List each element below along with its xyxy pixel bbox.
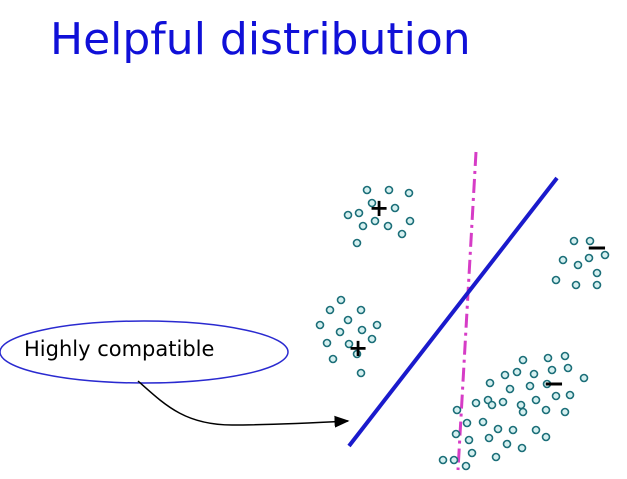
data-point (585, 236, 595, 246)
data-point (343, 315, 353, 325)
data-point (367, 198, 377, 208)
data-point (493, 424, 503, 434)
data-point (478, 417, 488, 427)
positive-marker-upper: + (369, 194, 389, 222)
data-point (358, 221, 368, 231)
cluster-upper-positive (343, 185, 415, 248)
callout-bubble (0, 320, 289, 384)
data-point (325, 305, 335, 315)
data-point (512, 367, 522, 377)
slide-title: Helpful distribution (50, 14, 471, 65)
cluster-lower-negative (438, 351, 589, 471)
data-point (560, 407, 570, 417)
data-point (344, 339, 354, 349)
data-point (543, 353, 553, 363)
data-point (485, 378, 495, 388)
data-point (372, 320, 382, 330)
data-point (531, 395, 541, 405)
data-point (547, 365, 557, 375)
data-point (343, 210, 353, 220)
data-point (367, 334, 377, 344)
data-point (558, 255, 568, 265)
data-point (390, 203, 400, 213)
data-point (462, 418, 472, 428)
data-point (525, 381, 535, 391)
negative-marker-upper: − (586, 233, 608, 263)
data-point (573, 260, 583, 270)
data-point (551, 391, 561, 401)
data-point (560, 351, 570, 361)
data-point (569, 236, 579, 246)
callout-arrow (137, 380, 350, 428)
data-point (542, 379, 552, 389)
data-point (383, 221, 393, 231)
data-point (467, 448, 477, 458)
data-point (592, 268, 602, 278)
data-point (471, 398, 481, 408)
cluster-lower-positive (315, 295, 382, 378)
data-point (315, 320, 325, 330)
data-point (592, 280, 602, 290)
data-point (438, 455, 448, 465)
data-point (335, 327, 345, 337)
data-point (500, 370, 510, 380)
data-point (571, 280, 581, 290)
data-point (484, 433, 494, 443)
data-point (531, 425, 541, 435)
data-point (397, 229, 407, 239)
data-point (461, 461, 471, 471)
data-point (600, 250, 610, 260)
data-point (404, 188, 414, 198)
data-point (356, 305, 366, 315)
data-point (322, 338, 332, 348)
cluster-upper-negative (551, 236, 610, 290)
data-point (405, 216, 415, 226)
negative-marker-lower: − (543, 369, 565, 399)
data-point (449, 455, 459, 465)
data-point (487, 400, 497, 410)
solid-separator-line (347, 176, 559, 448)
data-point (541, 405, 551, 415)
data-point (563, 363, 573, 373)
callout-label: Highly compatible (24, 337, 215, 361)
data-point (541, 432, 551, 442)
data-point (502, 439, 512, 449)
data-point (518, 355, 528, 365)
data-point (352, 349, 362, 359)
data-point (384, 185, 394, 195)
data-point (498, 397, 508, 407)
data-point (491, 452, 501, 462)
positive-marker-lower: + (348, 334, 368, 362)
data-point (584, 253, 594, 263)
data-point (328, 354, 338, 364)
data-point (518, 407, 528, 417)
data-point (451, 429, 461, 439)
data-point (370, 216, 380, 226)
data-point (508, 425, 518, 435)
data-point (356, 368, 366, 378)
data-point (579, 373, 589, 383)
data-point (452, 405, 462, 415)
data-point (357, 325, 367, 335)
data-point (354, 208, 364, 218)
data-point (516, 400, 526, 410)
data-point (362, 185, 372, 195)
data-point (565, 390, 575, 400)
data-point (352, 238, 362, 248)
data-point (464, 435, 474, 445)
data-point (551, 275, 561, 285)
data-point (529, 369, 539, 379)
data-point (505, 384, 515, 394)
data-point (517, 443, 527, 453)
data-point (336, 295, 346, 305)
